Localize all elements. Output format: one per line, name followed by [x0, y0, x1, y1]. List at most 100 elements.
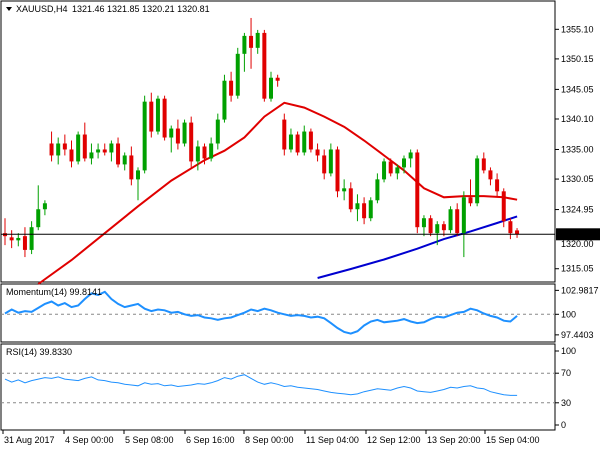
- rsi-panel-frame: [0, 343, 556, 431]
- momentum-tick-label: 97.4403: [561, 330, 594, 340]
- candle: [42, 200, 47, 216]
- candle: [255, 29, 260, 54]
- candle: [388, 158, 393, 177]
- candle-body: [22, 236, 27, 250]
- candle-body: [249, 35, 254, 48]
- candle-body: [136, 170, 140, 180]
- candle-body: [195, 146, 200, 162]
- candle: [202, 143, 207, 165]
- candle-body: [155, 98, 160, 132]
- candle-body: [481, 158, 486, 171]
- candle: [335, 146, 340, 198]
- candle-body: [355, 203, 360, 210]
- candle-body: [235, 53, 240, 96]
- candle-body: [362, 203, 367, 219]
- time-tick-label: 13 Sep 20:00: [427, 435, 481, 445]
- candle-body: [82, 134, 87, 159]
- candle-body: [342, 188, 347, 192]
- candle: [169, 125, 174, 153]
- candle-body: [455, 209, 460, 234]
- candle: [109, 140, 114, 162]
- symbol-dropdown-icon[interactable]: [6, 7, 12, 11]
- candle: [448, 206, 453, 234]
- time-tick-label: 5 Sep 08:00: [125, 435, 174, 445]
- current-price-badge: [556, 228, 600, 241]
- candle-body: [508, 221, 513, 234]
- momentum-indicator: 102.9817 100 97.4403: [1, 285, 599, 340]
- candle: [22, 227, 27, 258]
- candle-body: [162, 98, 167, 138]
- price-tick-label: 1350.15: [561, 54, 594, 64]
- candle: [235, 47, 240, 99]
- candle: [69, 140, 74, 168]
- candle: [288, 128, 293, 153]
- moving-averages: [37, 101, 518, 285]
- candle-body: [295, 134, 300, 153]
- candle: [215, 113, 220, 150]
- price-tick-label: 1315.05: [561, 264, 594, 274]
- candle-body: [495, 179, 500, 192]
- candle-body: [76, 134, 81, 162]
- candle-body: [441, 224, 446, 231]
- current-price-label: 1320.81: [561, 229, 594, 239]
- candle: [302, 125, 307, 156]
- candle-body: [468, 197, 473, 204]
- candle: [495, 173, 500, 198]
- candle: [142, 95, 147, 174]
- candle: [242, 32, 247, 72]
- candle: [315, 143, 320, 162]
- candle: [262, 29, 267, 102]
- candle-body: [302, 131, 307, 153]
- candle-body: [29, 227, 34, 250]
- candle-body: [475, 158, 480, 204]
- candle-body: [461, 197, 466, 234]
- ohlc-values: 1321.46 1321.85 1320.21 1320.81: [72, 4, 210, 14]
- candle: [162, 95, 167, 141]
- candle: [62, 134, 67, 156]
- candle: [428, 215, 433, 237]
- candles: [3, 17, 520, 258]
- candle-body: [96, 149, 101, 153]
- candle: [229, 71, 234, 102]
- candle-body: [348, 188, 353, 210]
- rsi-indicator: 100 70 30 0: [1, 346, 576, 430]
- candle: [129, 146, 134, 186]
- candle-body: [169, 128, 174, 138]
- candle: [435, 221, 440, 246]
- candle-body: [229, 80, 234, 96]
- candle-body: [395, 167, 400, 174]
- time-tick-label: 12 Sep 12:00: [367, 435, 421, 445]
- ma20-line: [37, 101, 518, 285]
- price-tick-label: 1324.95: [561, 205, 594, 215]
- candle: [348, 182, 353, 213]
- candle: [368, 197, 373, 222]
- time-axis: 31 Aug 2017 4 Sep 00:00 5 Sep 08:00 6 Sep 1…: [2, 430, 540, 445]
- time-tick-label: 31 Aug 2017: [4, 435, 55, 445]
- candle-body: [62, 143, 67, 150]
- candle: [89, 143, 94, 165]
- candle: [182, 119, 187, 147]
- candle-body: [215, 119, 220, 144]
- candle-body: [315, 149, 320, 156]
- candle-body: [388, 161, 393, 174]
- candle: [76, 131, 81, 165]
- candle-body: [448, 209, 453, 231]
- rsi-tick-label: 0: [561, 420, 566, 430]
- candle: [402, 155, 406, 174]
- candle-body: [368, 200, 373, 219]
- candle: [56, 137, 61, 165]
- candle: [209, 137, 214, 162]
- candle-body: [308, 131, 313, 150]
- price-panel-frame: [0, 0, 556, 283]
- candle: [415, 149, 420, 234]
- candle-body: [275, 77, 280, 81]
- rsi-tick-label: 70: [561, 368, 571, 378]
- momentum-tick-label: 100: [561, 309, 576, 319]
- rsi-label: RSI(14) 39.8330: [6, 347, 72, 357]
- price-tick-label: 1345.05: [561, 84, 594, 94]
- candle: [461, 191, 466, 258]
- candle-body: [142, 101, 147, 171]
- price-tick-label: 1330.05: [561, 174, 594, 184]
- candle: [508, 218, 513, 240]
